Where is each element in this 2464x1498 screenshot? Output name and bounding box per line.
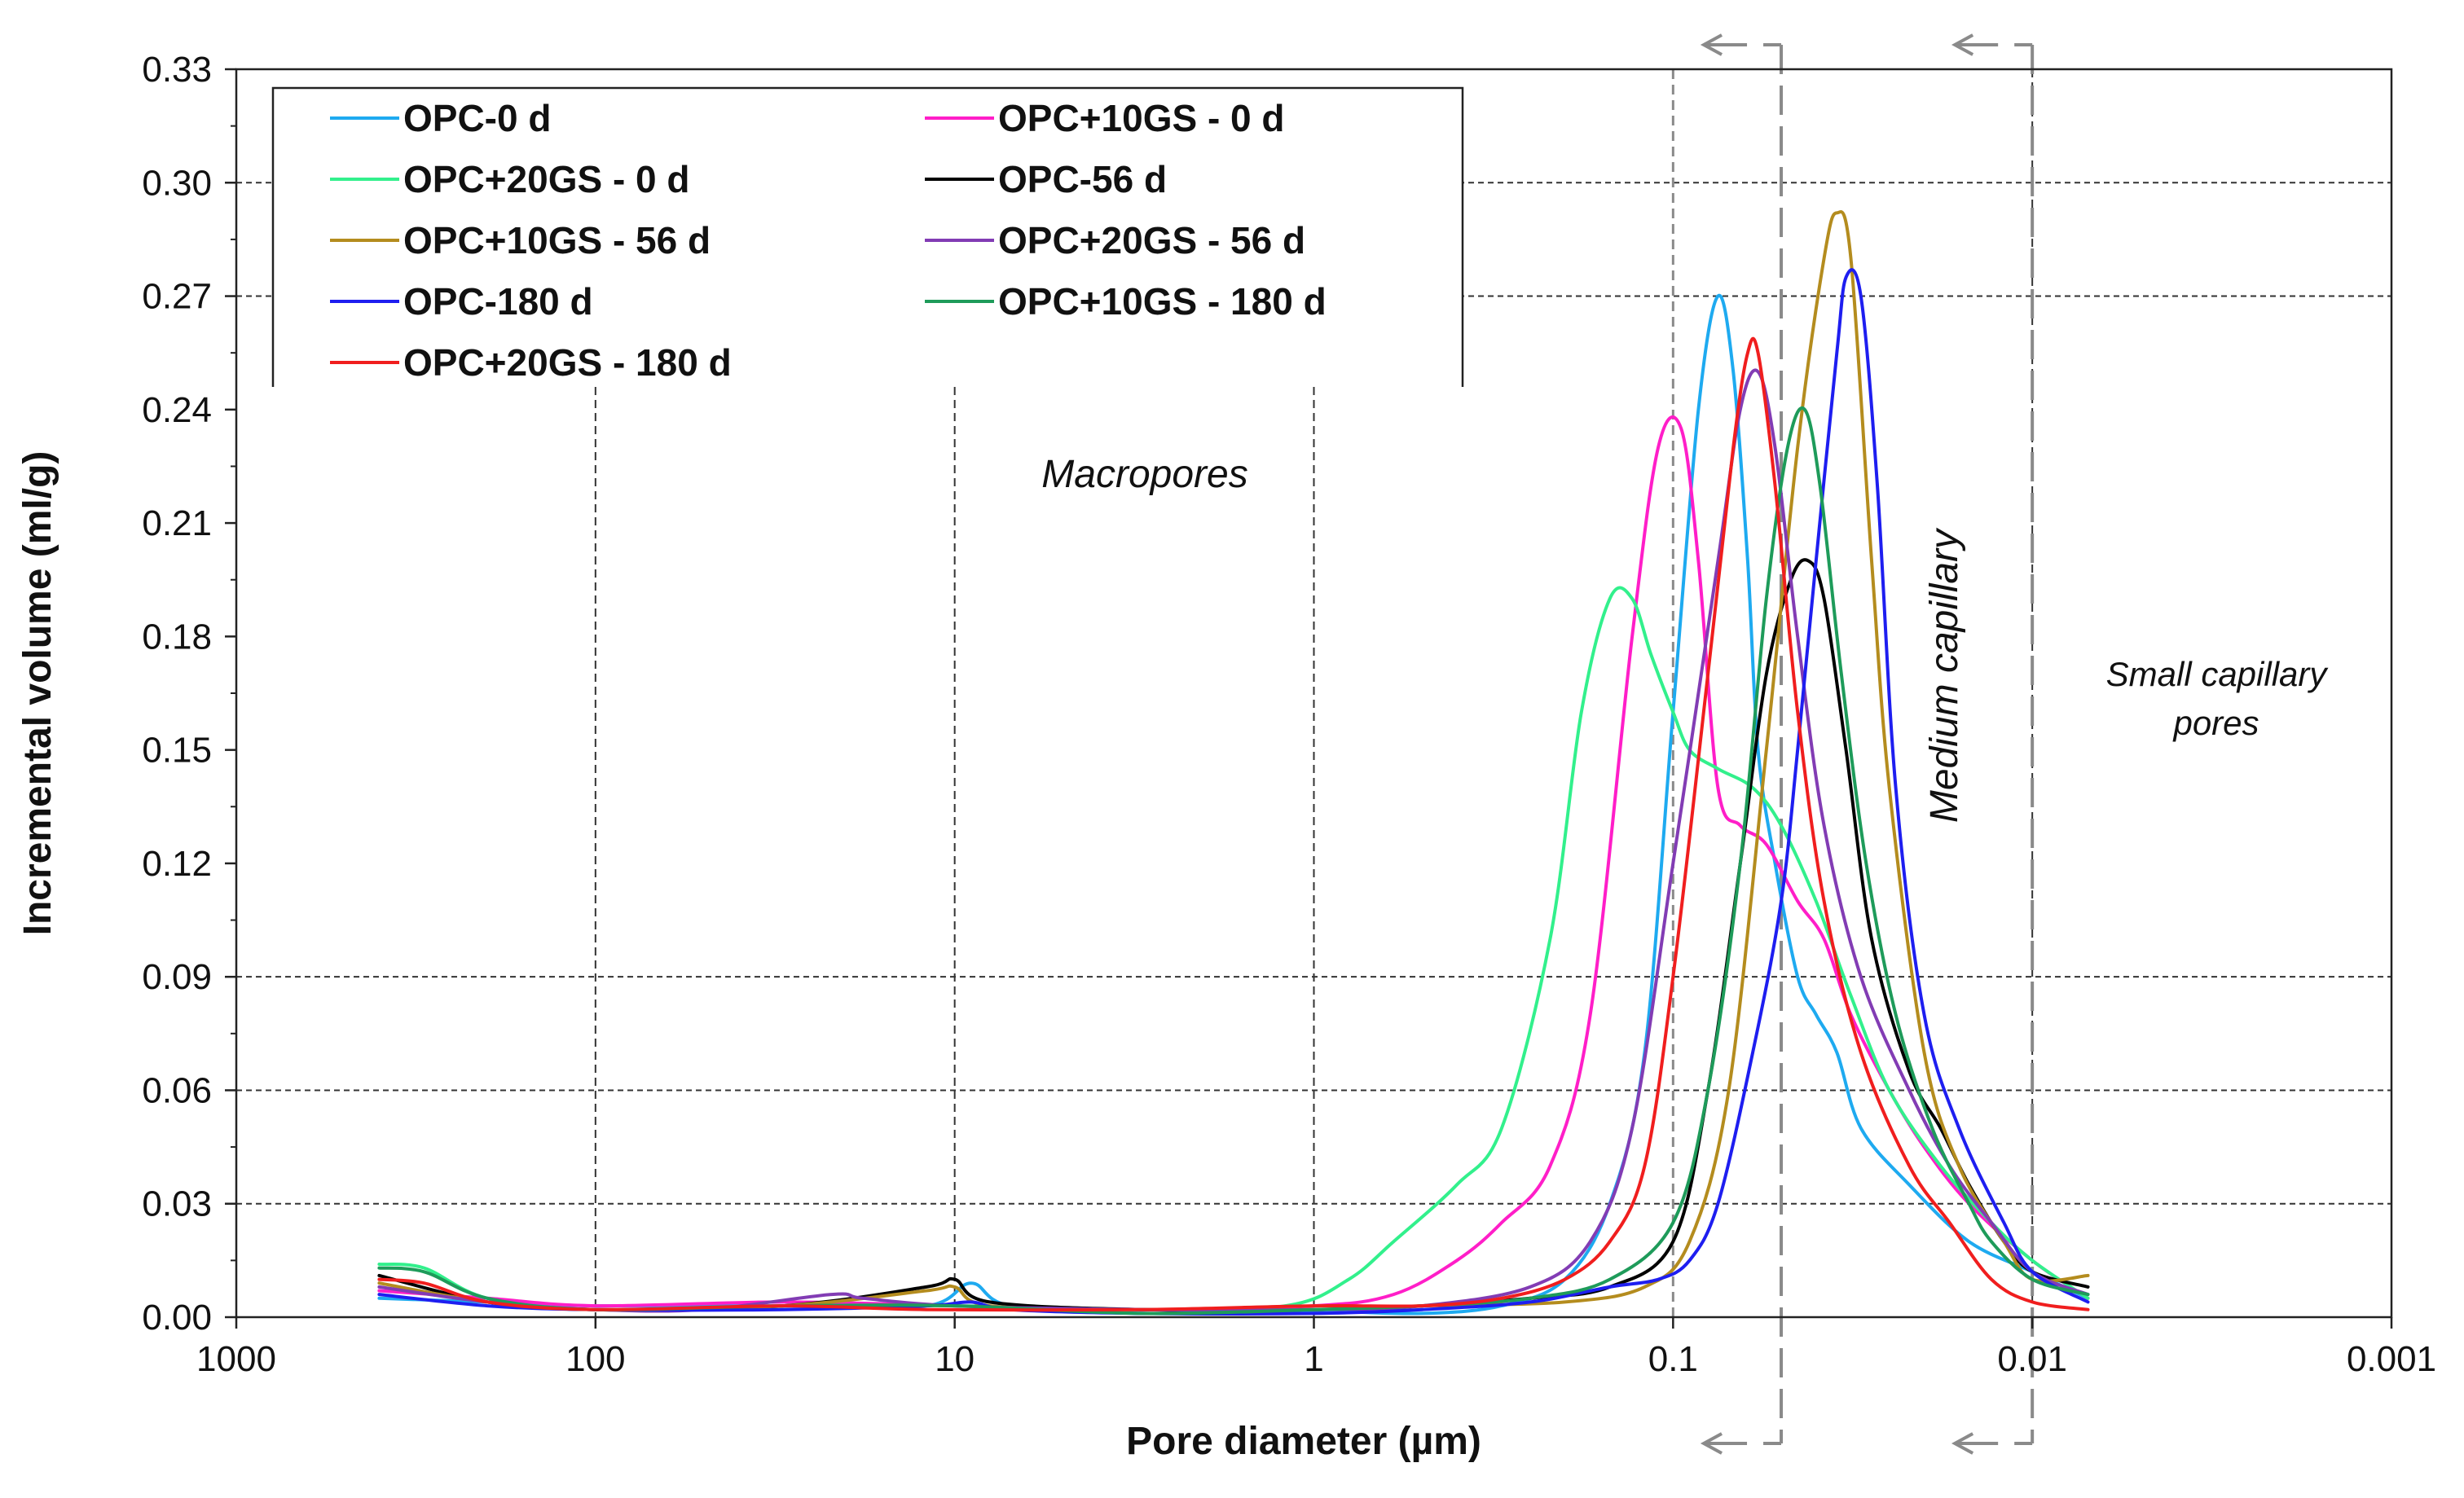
series-line — [377, 268, 2090, 1316]
series-line — [377, 293, 2090, 1316]
series-line — [377, 368, 2090, 1313]
x-axis-title: Pore diameter (µm) — [1126, 1420, 1481, 1463]
y-tick-label: 0.15 — [142, 731, 212, 771]
y-tick-label: 0.06 — [142, 1070, 212, 1110]
y-axis-title: Incremental volume (ml/g) — [16, 451, 59, 936]
x-tick-label: 0.001 — [2347, 1339, 2436, 1379]
legend-label: OPC+10GS - 180 d — [998, 280, 1327, 323]
x-tick-label: 0.01 — [1997, 1339, 2067, 1379]
boundary-arrow-head — [1700, 33, 1723, 56]
medium-capillary-label: Medium capillary — [1923, 527, 1966, 823]
series-line — [377, 406, 2090, 1316]
boundary-arrow-head — [1951, 33, 1974, 56]
y-tick-label: 0.21 — [142, 503, 212, 543]
y-tick-label: 0.33 — [142, 50, 212, 90]
legend-box — [271, 86, 1464, 387]
y-tick-label: 0.24 — [142, 390, 212, 430]
macropores-label: Macropores — [1041, 453, 1247, 496]
boundary-arrow-head — [1700, 1432, 1723, 1455]
y-tick-label: 0.09 — [142, 957, 212, 997]
small-capillary-label-line1: Small capillary — [2106, 655, 2330, 693]
legend-label: OPC+10GS - 0 d — [998, 97, 1285, 139]
x-tick-label: 1 — [1304, 1339, 1323, 1379]
x-tick-label: 0.1 — [1648, 1339, 1698, 1379]
series-line — [377, 336, 2090, 1312]
legend-label: OPC-180 d — [403, 280, 593, 323]
legend-label: OPC+20GS - 0 d — [403, 158, 690, 200]
legend-label: OPC-0 d — [403, 97, 551, 139]
x-tick-label: 100 — [565, 1339, 625, 1379]
series-line — [377, 210, 2090, 1312]
x-tick-label: 10 — [935, 1339, 975, 1379]
axis-ticks: 0.00 0.03 0.06 0.09 0.12 0.15 0.18 0.21 0.24 0.27… — [142, 50, 2436, 1379]
y-tick-label: 0.00 — [142, 1298, 212, 1338]
region-boundaries — [1671, 33, 2035, 1455]
boundary-arrow-head — [1951, 1432, 1974, 1455]
y-tick-label: 0.27 — [142, 277, 212, 317]
y-tick-label: 0.03 — [142, 1184, 212, 1224]
legend-label: OPC+20GS - 56 d — [998, 219, 1305, 261]
y-tick-label: 0.30 — [142, 163, 212, 203]
y-tick-label: 0.18 — [142, 617, 212, 657]
legend-label: OPC-56 d — [998, 158, 1167, 200]
small-capillary-label-line2: pores — [2171, 704, 2259, 742]
y-tick-label: 0.12 — [142, 844, 212, 884]
series-line — [377, 586, 2090, 1311]
x-tick-label: 1000 — [196, 1339, 276, 1379]
legend-label: OPC+20GS - 180 d — [403, 341, 732, 384]
legend-label: OPC+10GS - 56 d — [403, 219, 711, 261]
legend: OPC-0 d OPC+10GS - 0 d OPC+20GS - 0 d OPC-5… — [271, 86, 1464, 387]
data-series — [377, 210, 2090, 1316]
